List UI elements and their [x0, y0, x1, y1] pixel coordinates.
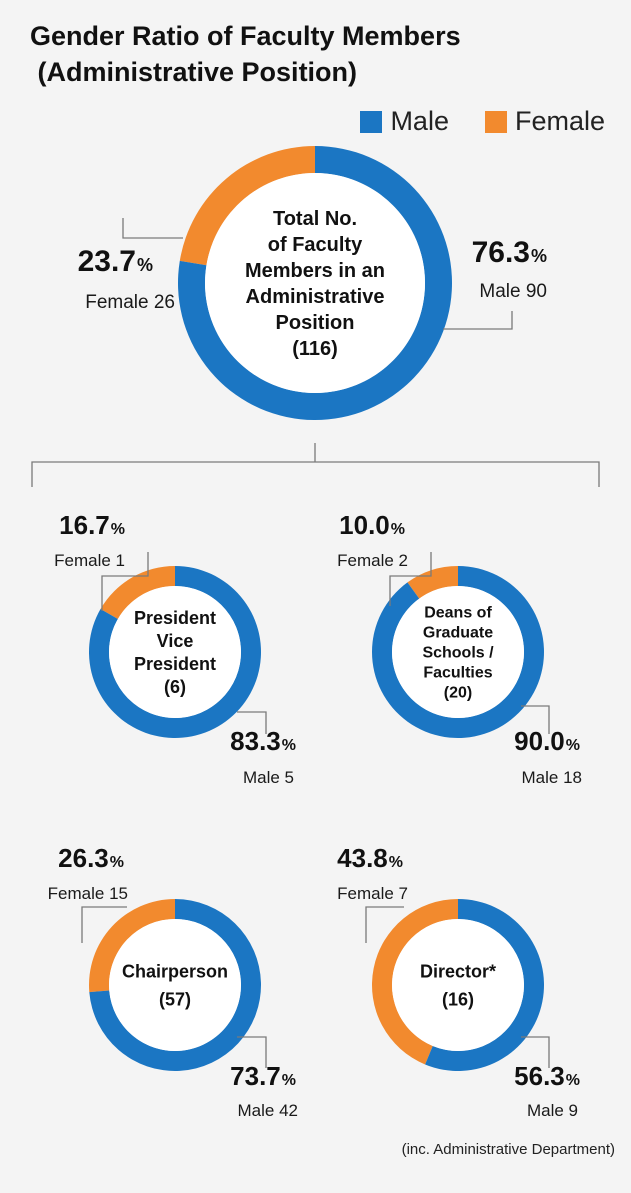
- percent-label-male: 56.3%: [514, 1061, 580, 1091]
- donut-hole: [109, 919, 241, 1051]
- leader-line-female: [365, 906, 404, 943]
- donut-hole: [109, 586, 241, 718]
- legend-label-female: Female: [514, 106, 605, 136]
- percent-label-female: 26.3%: [58, 843, 124, 873]
- count-label-female: Female 7: [337, 884, 408, 903]
- leader-line-male: [237, 711, 267, 734]
- count-label-male: Male 18: [522, 768, 582, 787]
- chart-title: Gender Ratio of Faculty Members (Adminis…: [30, 18, 550, 90]
- percent-label-female: 10.0%: [339, 510, 405, 540]
- leader-line-female: [81, 906, 127, 943]
- count-label-male: Male 5: [243, 768, 294, 787]
- legend-swatch-female: [484, 110, 507, 133]
- donut-center-label: Director*: [420, 961, 496, 981]
- donut-chart-3: Chairperson (57) 73.7% Male 42 26.3% Female 1…: [48, 843, 298, 1120]
- leader-line-female: [389, 552, 432, 606]
- legend: Male Female: [360, 106, 605, 137]
- legend-item-female: Female: [484, 106, 605, 137]
- donut-slice-female: [179, 146, 315, 266]
- donut-center-label: (116): [292, 338, 338, 360]
- connector-bracket: [31, 461, 600, 487]
- leader-line-female: [122, 218, 183, 239]
- leader-line-female: [101, 552, 149, 611]
- donut-center-label: (20): [444, 685, 472, 702]
- donut-slice-female: [89, 899, 175, 993]
- leader-line-male: [521, 1036, 550, 1068]
- donut-center-label: Total No.: [273, 208, 357, 230]
- count-label-female: Female 1: [54, 551, 125, 570]
- donut-slice-male: [425, 899, 544, 1071]
- legend-swatch-male: [360, 110, 383, 133]
- count-label-male: Male 9: [527, 1101, 578, 1120]
- percent-label-female: 43.8%: [337, 843, 403, 873]
- donut-center-label: Vice: [157, 631, 194, 651]
- donut-center-label: Schools /: [422, 645, 494, 662]
- leader-line-male: [443, 311, 513, 330]
- percent-label-female: 23.7%: [78, 245, 153, 278]
- donut-center-label: (16): [442, 989, 474, 1009]
- count-label-male: Male 42: [238, 1101, 298, 1120]
- percent-label-male: 90.0%: [514, 726, 580, 756]
- donut-hole: [392, 586, 524, 718]
- donut-slice-female: [371, 899, 458, 1065]
- donut-center-label: Members in an: [245, 260, 385, 282]
- leader-line-male: [237, 1036, 267, 1068]
- donut-center-label: President: [134, 608, 216, 628]
- percent-label-male: 76.3%: [472, 236, 547, 269]
- footnote: (inc. Administrative Department): [401, 1141, 615, 1158]
- donut-center-label: Faculties: [423, 665, 492, 682]
- count-label-male: Male 90: [479, 281, 547, 302]
- donut-hole: [205, 173, 425, 393]
- count-label-female: Female 2: [337, 551, 408, 570]
- donut-hole: [392, 919, 524, 1051]
- donut-center-label: Position: [276, 312, 355, 334]
- percent-label-male: 73.7%: [230, 1061, 296, 1091]
- legend-label-male: Male: [390, 106, 449, 136]
- count-label-female: Female 15: [48, 884, 128, 903]
- leader-line-male: [521, 705, 550, 734]
- donut-center-label: Administrative: [246, 286, 385, 308]
- donut-chart-1: President Vice President (6) 83.3% Male 5 16.7…: [54, 510, 296, 787]
- donut-center-label: (6): [164, 677, 186, 697]
- donut-center-label: Chairperson: [122, 961, 228, 981]
- percent-label-female: 16.7%: [59, 510, 125, 540]
- chart-title-line-2: (Administrative Position): [30, 57, 358, 87]
- legend-item-male: Male: [360, 106, 449, 137]
- count-label-female: Female 26: [85, 292, 175, 313]
- donut-chart-2: Deans of Graduate Schools / Faculties (20) 90…: [337, 510, 582, 787]
- donut-center-label: Deans of: [424, 605, 492, 622]
- donut-center-label: President: [134, 654, 216, 674]
- percent-label-male: 83.3%: [230, 726, 296, 756]
- donut-center-label: Graduate: [423, 625, 493, 642]
- donut-chart-4: Director* (16) 56.3% Male 9 43.8% Female 7: [337, 843, 580, 1120]
- chart-title-line-1: Gender Ratio of Faculty Members: [30, 21, 461, 51]
- donut-slice-female: [100, 566, 175, 619]
- donut-center-label: (57): [159, 989, 191, 1009]
- donut-slice-female: [407, 566, 458, 599]
- donut-chart-0: Total No. of Faculty Members in an Administ…: [78, 146, 547, 420]
- donut-center-label: of Faculty: [268, 234, 363, 256]
